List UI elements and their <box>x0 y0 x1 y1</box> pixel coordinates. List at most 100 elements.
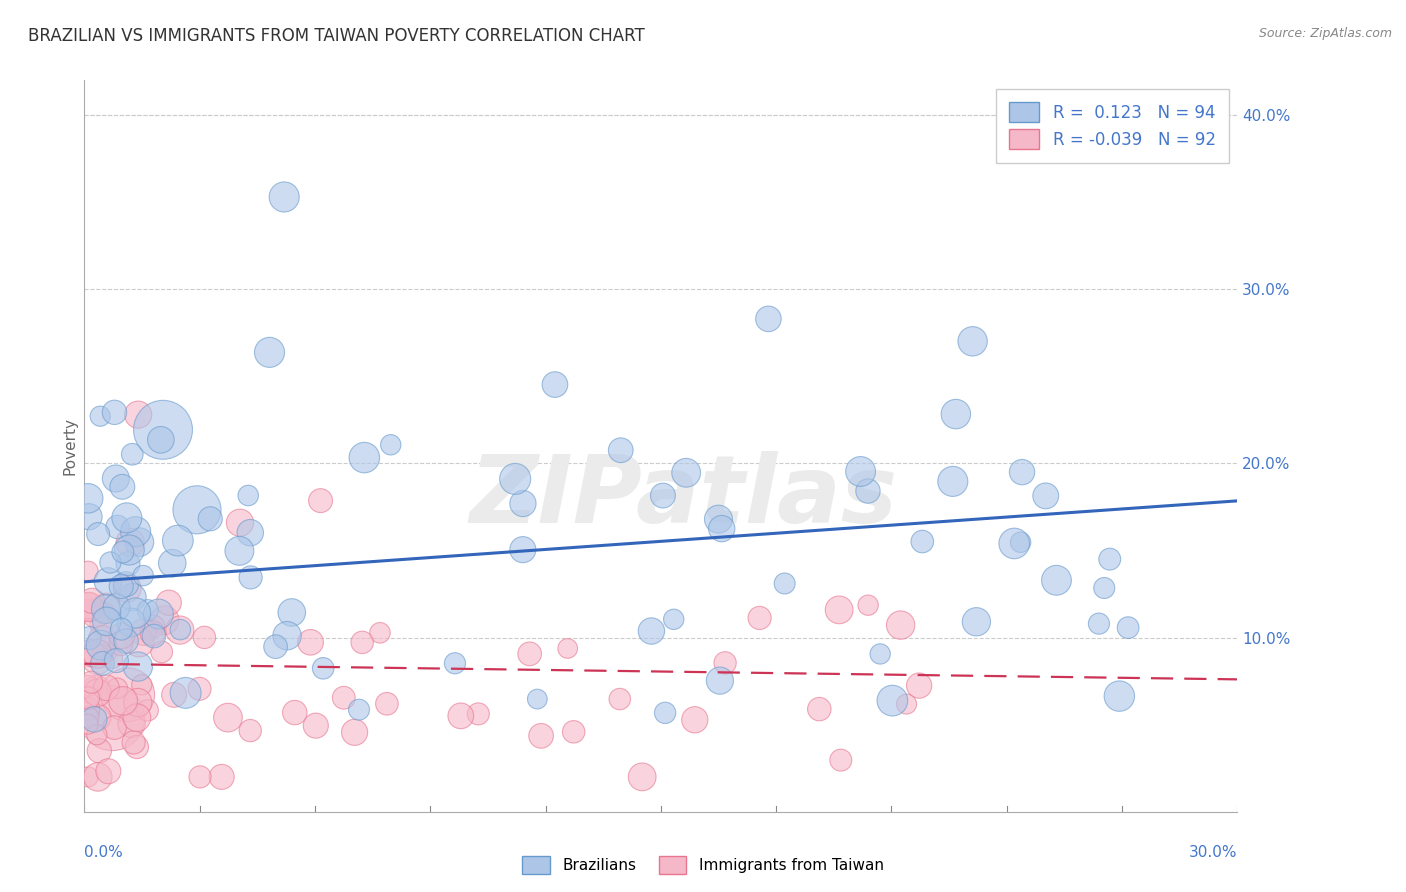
Point <box>849 465 872 479</box>
Point <box>309 493 332 508</box>
Point <box>84 607 107 621</box>
Point <box>125 711 148 725</box>
Point <box>77 599 100 613</box>
Point <box>143 629 166 643</box>
Point <box>157 596 180 610</box>
Point <box>945 407 967 421</box>
Point <box>117 688 139 702</box>
Point <box>174 686 197 700</box>
Point <box>115 511 138 525</box>
Text: 30.0%: 30.0% <box>1189 845 1237 860</box>
Point <box>91 648 114 662</box>
Point <box>142 619 165 633</box>
Point <box>193 631 215 645</box>
Point <box>228 544 250 558</box>
Point <box>121 591 143 605</box>
Point <box>1088 616 1111 631</box>
Point <box>162 556 184 570</box>
Point <box>96 615 118 629</box>
Point <box>142 626 165 640</box>
Point <box>148 607 170 621</box>
Point <box>264 640 287 654</box>
Point <box>450 709 472 723</box>
Point <box>93 606 115 620</box>
Point <box>122 735 145 749</box>
Point <box>707 512 730 526</box>
Point <box>96 681 118 695</box>
Point <box>654 706 676 720</box>
Point <box>90 617 112 632</box>
Point <box>120 535 142 549</box>
Point <box>80 675 103 690</box>
Point <box>530 729 553 743</box>
Point <box>110 622 132 636</box>
Point <box>87 770 110 784</box>
Point <box>343 725 366 739</box>
Point <box>97 764 120 779</box>
Point <box>305 719 328 733</box>
Point <box>131 678 153 692</box>
Point <box>112 694 135 708</box>
Point <box>239 525 262 540</box>
Point <box>709 673 731 688</box>
Point <box>869 647 891 661</box>
Point <box>118 543 141 558</box>
Point <box>110 637 132 651</box>
Point <box>503 472 526 486</box>
Point <box>77 702 100 716</box>
Point <box>444 657 467 671</box>
Point <box>942 475 965 489</box>
Point <box>299 635 322 649</box>
Point <box>107 520 129 534</box>
Point <box>375 697 398 711</box>
Point <box>312 661 335 675</box>
Point <box>86 683 108 698</box>
Point <box>153 613 176 627</box>
Point <box>675 466 697 480</box>
Text: BRAZILIAN VS IMMIGRANTS FROM TAIWAN POVERTY CORRELATION CHART: BRAZILIAN VS IMMIGRANTS FROM TAIWAN POVE… <box>28 27 645 45</box>
Point <box>808 702 831 716</box>
Point <box>380 438 402 452</box>
Point <box>132 625 155 640</box>
Point <box>115 634 138 648</box>
Point <box>562 724 585 739</box>
Point <box>273 190 295 204</box>
Legend: Brazilians, Immigrants from Taiwan: Brazilians, Immigrants from Taiwan <box>516 850 890 880</box>
Point <box>152 423 174 437</box>
Point <box>94 600 117 615</box>
Point <box>86 653 108 667</box>
Point <box>101 711 124 725</box>
Point <box>544 377 567 392</box>
Point <box>124 524 146 539</box>
Point <box>105 681 128 696</box>
Point <box>80 593 103 607</box>
Point <box>526 692 548 706</box>
Point <box>188 681 211 696</box>
Point <box>150 645 173 659</box>
Text: Source: ZipAtlas.com: Source: ZipAtlas.com <box>1258 27 1392 40</box>
Point <box>368 625 391 640</box>
Point <box>121 447 143 461</box>
Point <box>896 697 918 711</box>
Point <box>882 693 904 707</box>
Point <box>239 570 262 584</box>
Y-axis label: Poverty: Poverty <box>62 417 77 475</box>
Point <box>683 713 706 727</box>
Point <box>111 629 134 643</box>
Point <box>163 688 186 702</box>
Point <box>1035 489 1057 503</box>
Point <box>77 599 100 614</box>
Point <box>1098 552 1121 566</box>
Point <box>347 703 370 717</box>
Point <box>91 632 114 647</box>
Point <box>100 556 122 570</box>
Point <box>77 509 100 524</box>
Point <box>111 545 134 559</box>
Point <box>89 409 111 424</box>
Point <box>77 717 100 731</box>
Point <box>1011 465 1033 479</box>
Point <box>908 679 931 693</box>
Point <box>856 598 879 612</box>
Point <box>104 471 127 485</box>
Point <box>662 612 685 626</box>
